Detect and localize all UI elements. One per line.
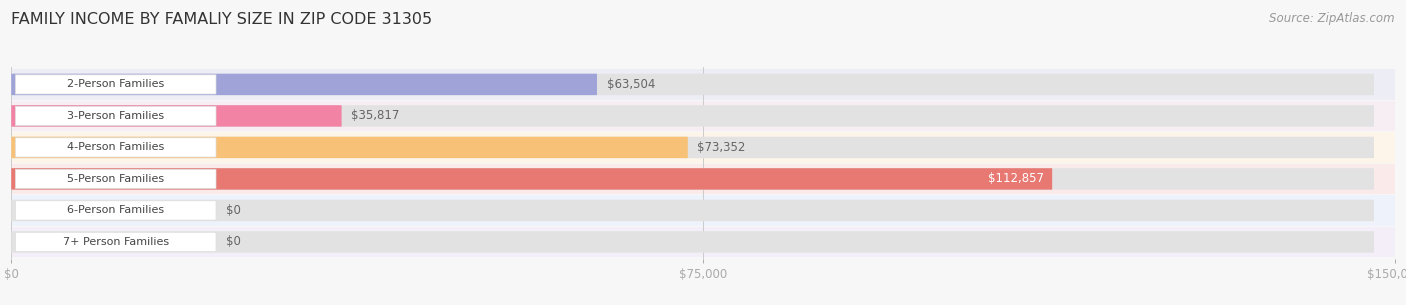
FancyBboxPatch shape	[15, 75, 217, 94]
FancyBboxPatch shape	[11, 200, 1374, 221]
Text: $35,817: $35,817	[352, 109, 399, 122]
Bar	[11, 227, 1395, 257]
Text: $0: $0	[226, 204, 240, 217]
Text: $73,352: $73,352	[697, 141, 745, 154]
FancyBboxPatch shape	[11, 74, 598, 95]
FancyBboxPatch shape	[15, 169, 217, 188]
FancyBboxPatch shape	[11, 105, 342, 127]
Text: $112,857: $112,857	[988, 172, 1043, 185]
Text: $63,504: $63,504	[606, 78, 655, 91]
Text: 3-Person Families: 3-Person Families	[67, 111, 165, 121]
Text: 6-Person Families: 6-Person Families	[67, 206, 165, 215]
FancyBboxPatch shape	[15, 138, 217, 157]
FancyBboxPatch shape	[11, 231, 1374, 253]
Bar	[11, 132, 1395, 163]
FancyBboxPatch shape	[11, 137, 688, 158]
Bar	[11, 69, 1395, 99]
FancyBboxPatch shape	[15, 106, 217, 126]
Text: 2-Person Families: 2-Person Families	[67, 79, 165, 89]
Text: 5-Person Families: 5-Person Families	[67, 174, 165, 184]
FancyBboxPatch shape	[15, 232, 217, 252]
FancyBboxPatch shape	[11, 105, 1374, 127]
Bar	[11, 164, 1395, 194]
FancyBboxPatch shape	[11, 74, 1374, 95]
Text: $0: $0	[226, 235, 240, 249]
Bar	[11, 101, 1395, 131]
FancyBboxPatch shape	[11, 168, 1052, 190]
Text: 7+ Person Families: 7+ Person Families	[63, 237, 169, 247]
Text: Source: ZipAtlas.com: Source: ZipAtlas.com	[1270, 12, 1395, 25]
FancyBboxPatch shape	[15, 201, 217, 220]
Text: FAMILY INCOME BY FAMALIY SIZE IN ZIP CODE 31305: FAMILY INCOME BY FAMALIY SIZE IN ZIP COD…	[11, 12, 433, 27]
FancyBboxPatch shape	[11, 168, 1374, 190]
Text: 4-Person Families: 4-Person Families	[67, 142, 165, 152]
FancyBboxPatch shape	[11, 137, 1374, 158]
Bar	[11, 195, 1395, 225]
